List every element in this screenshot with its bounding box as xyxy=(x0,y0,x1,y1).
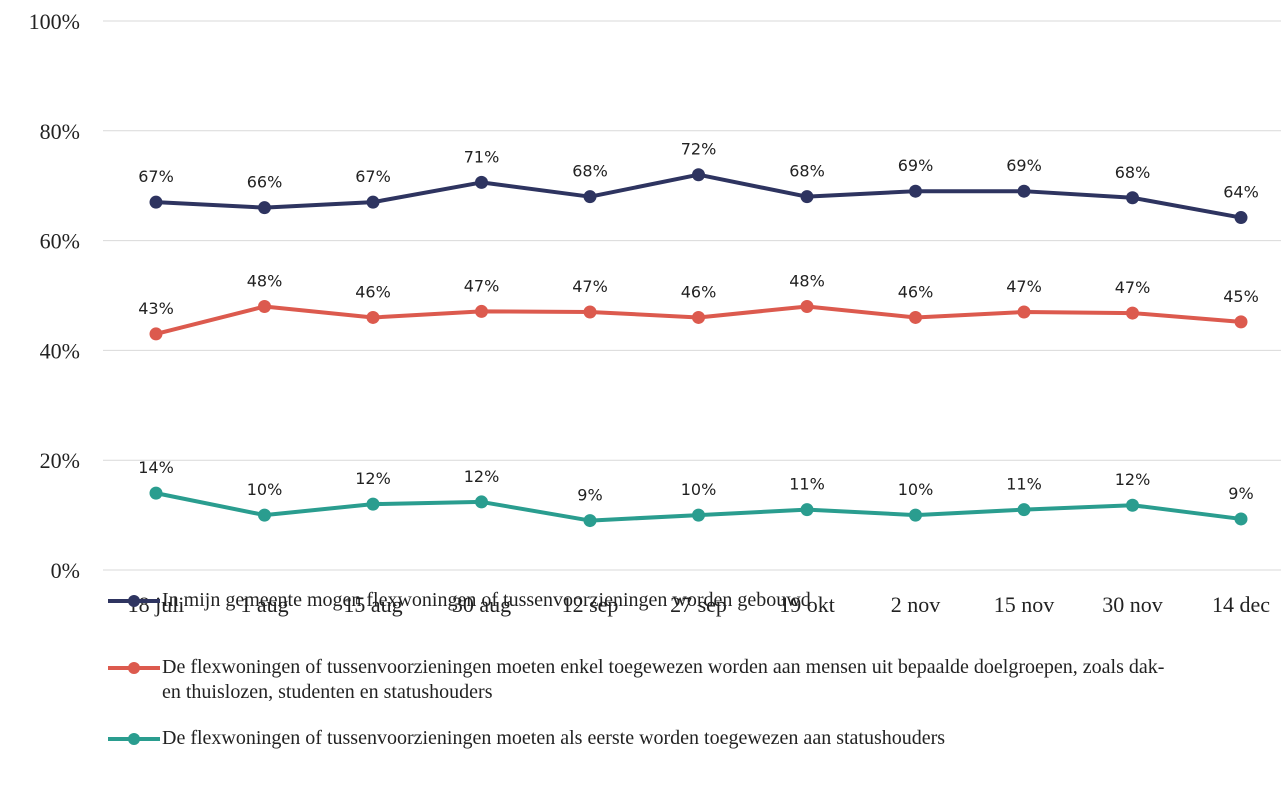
data-point xyxy=(692,168,705,182)
data-point xyxy=(475,304,488,318)
data-point xyxy=(258,299,271,313)
data-point xyxy=(692,310,705,324)
data-label: 47% xyxy=(464,276,500,295)
data-label: 10% xyxy=(247,480,283,499)
data-label: 68% xyxy=(1115,163,1151,182)
data-label: 46% xyxy=(898,282,934,301)
data-point xyxy=(909,184,922,198)
data-point xyxy=(1126,306,1139,320)
legend-entry: De flexwoningen of tussenvoorzieningen m… xyxy=(106,726,945,751)
legend-entry: In mijn gemeente mogen flexwoningen of t… xyxy=(106,588,811,613)
data-point xyxy=(1126,498,1139,512)
data-point xyxy=(583,514,597,528)
data-label: 45% xyxy=(1223,287,1259,306)
data-label: 10% xyxy=(898,480,934,499)
legend-marker xyxy=(128,662,140,674)
y-tick-label: 60% xyxy=(40,229,80,254)
y-tick-label: 100% xyxy=(29,9,80,34)
y-tick-label: 20% xyxy=(40,448,80,473)
data-point xyxy=(258,201,271,215)
y-tick-label: 0% xyxy=(51,558,80,583)
x-tick-label: 15 aug xyxy=(343,592,402,617)
data-label: 69% xyxy=(1006,156,1042,175)
data-point xyxy=(692,508,705,522)
x-tick-label: 30 aug xyxy=(452,592,511,617)
data-point xyxy=(1017,503,1031,517)
data-label: 11% xyxy=(1006,475,1042,494)
data-label: 9% xyxy=(1228,484,1253,503)
data-label: 68% xyxy=(572,162,608,181)
x-tick-label: 27 sep xyxy=(670,592,727,617)
data-point xyxy=(475,495,488,509)
data-point xyxy=(583,305,597,319)
legend-label: In mijn gemeente mogen flexwoningen of t… xyxy=(162,589,811,611)
legend-swatch xyxy=(108,733,160,745)
legend-marker xyxy=(128,595,140,607)
data-label: 12% xyxy=(1115,470,1151,489)
data-label: 10% xyxy=(681,480,717,499)
x-tick-label: 14 dec xyxy=(1212,592,1270,617)
data-label: 14% xyxy=(138,458,174,477)
data-label: 47% xyxy=(572,277,608,296)
data-label: 46% xyxy=(681,282,717,301)
data-point xyxy=(475,175,488,189)
legend-swatch xyxy=(108,662,160,674)
data-label: 48% xyxy=(789,271,825,290)
data-label: 47% xyxy=(1006,277,1042,296)
data-label: 67% xyxy=(138,167,174,186)
data-point xyxy=(149,327,163,341)
data-label: 48% xyxy=(247,271,283,290)
y-tick-label: 80% xyxy=(40,119,80,144)
data-point xyxy=(800,503,814,517)
data-label: 47% xyxy=(1115,278,1151,297)
data-point xyxy=(149,486,163,500)
data-label: 12% xyxy=(464,467,500,486)
data-point xyxy=(909,310,922,324)
data-label: 12% xyxy=(355,469,391,488)
data-point xyxy=(366,310,380,324)
data-point xyxy=(366,195,380,209)
data-point xyxy=(800,299,814,313)
data-point xyxy=(1234,315,1248,329)
data-point xyxy=(583,190,597,204)
data-label: 46% xyxy=(355,282,391,301)
x-tick-label: 12 sep xyxy=(562,592,619,617)
legend-marker xyxy=(128,733,140,745)
x-tick-label: 30 nov xyxy=(1102,592,1163,617)
data-label: 11% xyxy=(789,475,825,494)
data-label: 68% xyxy=(789,162,825,181)
legend-entry: De flexwoningen of tussenvoorzieningen m… xyxy=(106,655,1172,705)
data-label: 67% xyxy=(355,167,391,186)
data-point xyxy=(909,508,922,522)
data-point xyxy=(800,190,814,204)
x-tick-label: 19 okt xyxy=(779,592,835,617)
legend-label: De flexwoningen of tussenvoorzieningen m… xyxy=(162,727,946,749)
data-point xyxy=(1126,191,1139,205)
y-tick-label: 40% xyxy=(40,338,80,363)
data-point xyxy=(1234,211,1248,225)
data-point xyxy=(149,195,163,209)
data-label: 66% xyxy=(247,173,283,192)
data-label: 71% xyxy=(464,147,500,166)
data-point xyxy=(1234,512,1248,526)
data-point xyxy=(1017,305,1031,319)
legend-label: De flexwoningen of tussenvoorzieningen m… xyxy=(162,656,1165,703)
x-tick-label: 2 nov xyxy=(891,592,941,617)
data-label: 72% xyxy=(681,140,717,159)
legend-swatch xyxy=(108,595,160,607)
data-label: 69% xyxy=(898,156,934,175)
data-point xyxy=(366,497,380,511)
data-label: 64% xyxy=(1223,183,1259,202)
data-point xyxy=(1017,184,1031,198)
x-tick-label: 15 nov xyxy=(994,592,1055,617)
data-point xyxy=(258,508,271,522)
data-label: 9% xyxy=(577,486,602,505)
data-label: 43% xyxy=(138,299,174,318)
x-tick-label: 1 aug xyxy=(240,592,288,617)
